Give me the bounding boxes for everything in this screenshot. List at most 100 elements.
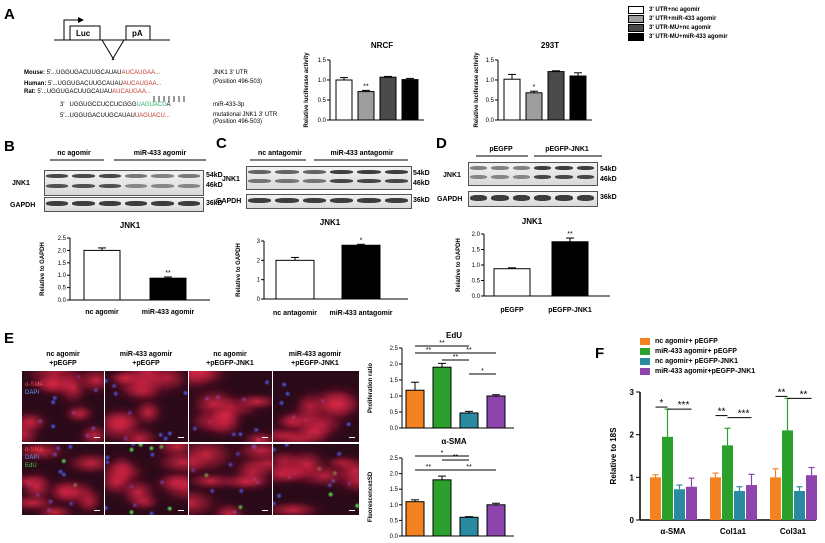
- fluorescence-image: [273, 444, 359, 515]
- y-tick-label: 2.5: [58, 236, 67, 242]
- scale-bar: [349, 437, 355, 438]
- protein-label-gapdh-d: GAPDH: [437, 196, 463, 203]
- chart-title: JNK1: [522, 217, 543, 226]
- blot-band: [470, 195, 488, 201]
- chart-title: JNK1: [320, 218, 341, 227]
- y-tick-label: 2: [257, 258, 261, 264]
- y-tick-label: 1.5: [472, 248, 481, 254]
- legend-label: nc agomir+ pEGFP-JNK1: [655, 357, 739, 365]
- panel-label-c: C: [216, 135, 227, 152]
- bar: [650, 477, 661, 520]
- category-label: Col1a1: [720, 527, 747, 536]
- y-tick-label: 1: [257, 278, 261, 284]
- blot-band: [555, 175, 573, 179]
- blot-band: [302, 198, 326, 203]
- blot-band: [72, 174, 95, 178]
- fluorescence-image: [22, 371, 104, 442]
- kd-46-d: 46kD: [600, 176, 617, 183]
- y-tick-label: 1: [630, 473, 635, 482]
- y-axis-label: Relative to GAPDH: [40, 242, 46, 296]
- y-tick-label: 2.0: [390, 472, 399, 478]
- y-tick-label: 0.0: [472, 294, 481, 300]
- panel-label-b: B: [4, 138, 15, 155]
- mutant-label-2: (Position 496-503): [213, 119, 263, 125]
- group-label-mir433-agomir: miR-433 agomir: [133, 150, 187, 157]
- scale-bar: [349, 510, 355, 511]
- blot-band: [330, 179, 354, 183]
- scale-bar: [178, 437, 184, 438]
- group-label-nc-agomir: nc agomir: [57, 150, 91, 157]
- seq-row-rat: Rat: 5'...UGGUGACUUGCAUAUAUCAUGAA...: [24, 89, 151, 95]
- blot-band: [125, 174, 148, 178]
- category-label: α-SMA: [660, 527, 686, 536]
- bar: [710, 477, 721, 520]
- legend-swatch: [628, 32, 644, 41]
- y-tick-label: 0.0: [318, 118, 327, 124]
- y-tick-label: 1.0: [390, 503, 399, 509]
- bar: [83, 249, 121, 301]
- kd-46-b: 46kD: [206, 182, 223, 189]
- bar: [794, 490, 805, 520]
- blot-band: [46, 201, 69, 206]
- kd-36-c: 36kD: [413, 197, 430, 204]
- legend-item: miR-433 agomir+pEGFP-JNK1: [640, 366, 820, 376]
- significance-label: *: [533, 84, 536, 91]
- fluorescence-image: [273, 371, 359, 442]
- kd-54-d: 54kD: [600, 166, 617, 173]
- legend-item: 3' UTR-MU+nc agomir: [628, 23, 823, 32]
- chart-title: NRCF: [371, 41, 393, 50]
- blot-band: [384, 170, 408, 174]
- blot-band: [330, 170, 354, 174]
- blot-band: [534, 195, 552, 201]
- bar: [662, 436, 673, 520]
- blot-band: [534, 166, 552, 170]
- y-tick-label: 1.0: [472, 263, 481, 269]
- y-tick-label: 3: [630, 388, 635, 397]
- group-label-mir433-antagomir: miR-433 antagomir: [330, 150, 394, 157]
- chart-title: EdU: [446, 331, 462, 340]
- kd-54-c: 54kD: [413, 170, 430, 177]
- column-header-3: nc agomir +pEGFP-JNK1: [206, 351, 254, 367]
- bar: [493, 268, 531, 297]
- chart-title: 293T: [541, 41, 559, 50]
- y-tick-label: 2.5: [390, 346, 399, 352]
- mir-433-sequence: 3' UGGUGCCUCCUCGGGUAGUACUA: [60, 102, 171, 108]
- category-label: Col3a1: [780, 527, 807, 536]
- blot-band: [275, 179, 299, 183]
- blot-band: [72, 184, 95, 188]
- legend-swatch: [640, 337, 650, 345]
- bar: [722, 445, 733, 520]
- bar: [569, 75, 587, 121]
- bar: [405, 501, 425, 537]
- blot-band: [248, 170, 272, 174]
- significance-label: **: [466, 347, 472, 354]
- row1-stain-labels: α-SMA DAPI: [25, 382, 44, 396]
- bar: [806, 475, 817, 520]
- y-tick-label: 2.0: [58, 248, 67, 254]
- blot-band: [512, 195, 530, 201]
- y-tick-label: 0.5: [390, 410, 399, 416]
- row2-stain-labels: α-SMA DAPI EdU: [25, 447, 44, 469]
- bar: [432, 479, 452, 537]
- significance-label: **: [718, 407, 726, 418]
- bar: [459, 412, 479, 429]
- chart-title: α-SMA: [441, 437, 467, 446]
- legend-swatch: [628, 14, 644, 23]
- luciferase-chart-nrcf: 0.0 0.5 1.0 1.5 ** NRCF Relative luciferase ac…: [304, 41, 424, 128]
- blot-band: [512, 166, 530, 170]
- bar: [401, 79, 419, 121]
- western-blot-jnk1-d: [468, 162, 598, 186]
- blot-band: [151, 184, 174, 188]
- bar: [275, 259, 315, 300]
- fluorescence-image: [22, 444, 104, 515]
- significance-label: **: [363, 83, 369, 90]
- legend-label: 3' UTR+miR-433 agomir: [649, 15, 717, 22]
- blot-band: [177, 201, 200, 206]
- bar: [547, 71, 565, 121]
- mutant-sequence: 5'...UGGUGACUUGCAUAUUAGUACU...: [60, 113, 170, 119]
- blot-band: [125, 184, 148, 188]
- blot-band: [357, 179, 381, 183]
- legend-item: miR-433 agomir+ pEGFP: [640, 346, 820, 356]
- blot-band: [534, 175, 552, 179]
- blot-band: [151, 201, 174, 206]
